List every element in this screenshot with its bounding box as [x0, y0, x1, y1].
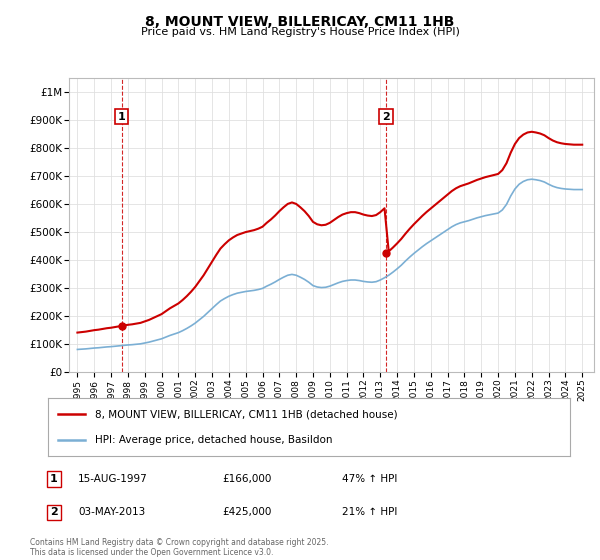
Text: 1: 1	[50, 474, 58, 484]
Text: 2: 2	[50, 507, 58, 517]
Text: 03-MAY-2013: 03-MAY-2013	[78, 507, 145, 517]
Text: 15-AUG-1997: 15-AUG-1997	[78, 474, 148, 484]
Text: £166,000: £166,000	[222, 474, 271, 484]
Text: Price paid vs. HM Land Registry's House Price Index (HPI): Price paid vs. HM Land Registry's House …	[140, 27, 460, 37]
Text: Contains HM Land Registry data © Crown copyright and database right 2025.
This d: Contains HM Land Registry data © Crown c…	[30, 538, 329, 557]
Text: 47% ↑ HPI: 47% ↑ HPI	[342, 474, 397, 484]
Text: 21% ↑ HPI: 21% ↑ HPI	[342, 507, 397, 517]
Text: 8, MOUNT VIEW, BILLERICAY, CM11 1HB: 8, MOUNT VIEW, BILLERICAY, CM11 1HB	[145, 15, 455, 29]
Text: 8, MOUNT VIEW, BILLERICAY, CM11 1HB (detached house): 8, MOUNT VIEW, BILLERICAY, CM11 1HB (det…	[95, 409, 398, 419]
Text: £425,000: £425,000	[222, 507, 271, 517]
Text: 2: 2	[382, 111, 390, 122]
Text: 1: 1	[118, 111, 125, 122]
Text: HPI: Average price, detached house, Basildon: HPI: Average price, detached house, Basi…	[95, 435, 332, 445]
